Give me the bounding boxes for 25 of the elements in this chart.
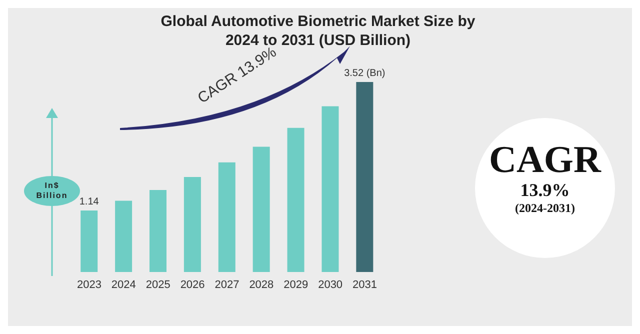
x-tick-label: 2029 — [284, 278, 308, 291]
bar — [80, 210, 98, 272]
x-tick-label: 2028 — [249, 278, 274, 291]
x-tick-label: 2025 — [146, 278, 170, 291]
bar — [356, 82, 374, 272]
x-tick-label: 2027 — [214, 278, 240, 291]
bar — [322, 106, 339, 272]
bar — [287, 128, 304, 272]
x-tick-label: 2024 — [111, 278, 136, 291]
bar — [218, 162, 236, 272]
bar — [115, 200, 132, 272]
chart-title: Global Automotive Biometric Market Size by 2024 to 2031 (USD Billion) — [160, 12, 476, 49]
text: 13.9% — [519, 180, 571, 200]
x-tick-label: 2031 — [352, 278, 378, 291]
x-tick-label: 2030 — [318, 278, 343, 291]
x-tick-label: 2026 — [180, 278, 205, 291]
data-label: 1.14 — [79, 196, 100, 208]
text: (2024-2031) — [514, 200, 576, 216]
data-label: 3.52 (Bn) — [344, 68, 386, 79]
y-axis-title: In$ Billion — [36, 181, 68, 201]
bar — [184, 177, 201, 272]
x-tick-label: 2023 — [76, 278, 102, 291]
text: CAGR — [488, 139, 602, 181]
bar — [150, 190, 166, 272]
bar — [252, 146, 270, 272]
